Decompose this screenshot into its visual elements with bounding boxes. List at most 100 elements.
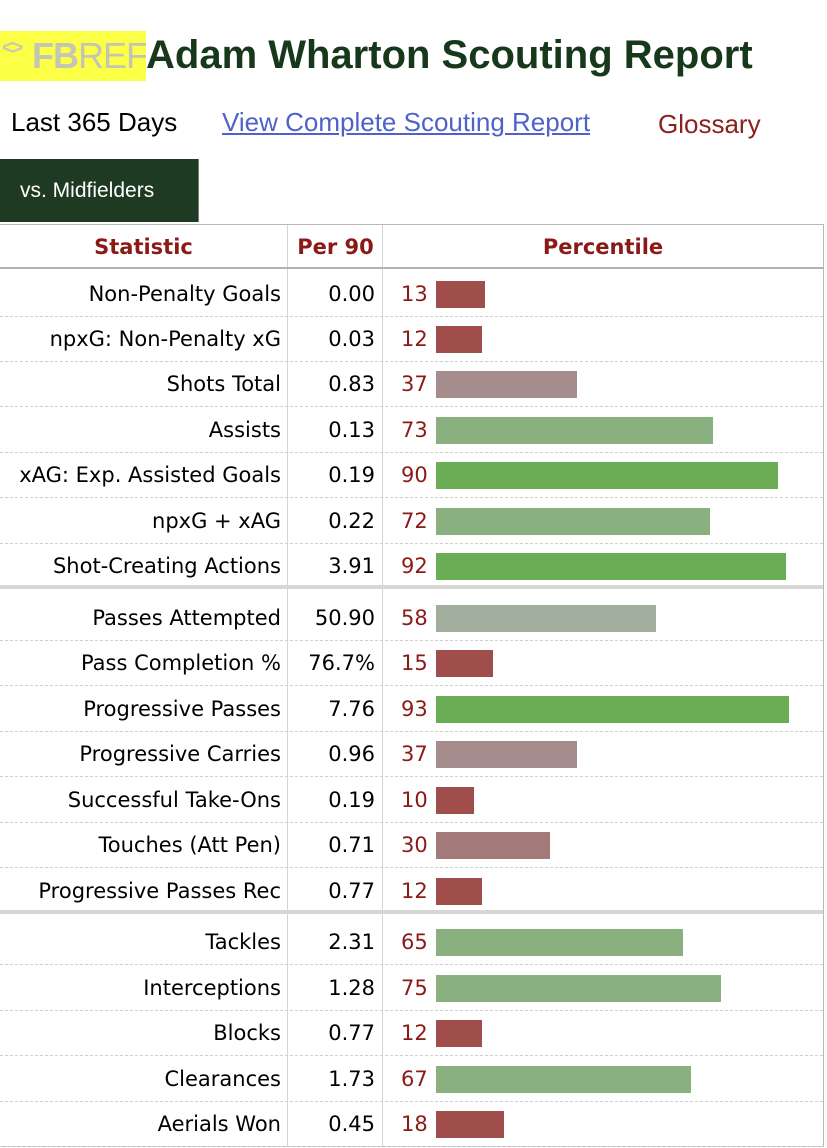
table-row: Progressive Passes 7.76 93 bbox=[0, 687, 823, 732]
percentile-value: 37 bbox=[401, 742, 428, 766]
scouting-table: Statistic Per 90 Percentile Non-Penalty … bbox=[0, 224, 824, 1147]
percentile-value: 75 bbox=[401, 976, 428, 1000]
table-row: xAG: Exp. Assisted Goals 0.19 90 bbox=[0, 453, 823, 498]
period-label: Last 365 Days bbox=[11, 107, 178, 137]
column-header-per90[interactable]: Per 90 bbox=[297, 235, 374, 259]
per90-value: 76.7% bbox=[308, 651, 375, 675]
statistic-name[interactable]: Progressive Passes bbox=[83, 697, 281, 721]
statistic-name[interactable]: Tackles bbox=[205, 930, 281, 954]
percentile-value: 12 bbox=[401, 879, 428, 903]
percentile-bar bbox=[436, 878, 482, 905]
logo-ref-text: REF bbox=[78, 35, 146, 76]
per90-value: 0.13 bbox=[328, 418, 375, 442]
statistic-name[interactable]: Non-Penalty Goals bbox=[88, 282, 281, 306]
table-row: Non-Penalty Goals 0.00 13 bbox=[0, 272, 823, 317]
percentile-bar bbox=[436, 417, 713, 444]
tab-vs-midfielders[interactable]: vs. Midfielders bbox=[0, 159, 199, 222]
statistic-name[interactable]: Progressive Carries bbox=[79, 742, 281, 766]
percentile-value: 13 bbox=[401, 282, 428, 306]
percentile-bar bbox=[436, 787, 474, 814]
statistic-name[interactable]: Passes Attempted bbox=[92, 606, 281, 630]
per90-value: 0.83 bbox=[328, 372, 375, 396]
per90-value: 0.00 bbox=[328, 282, 375, 306]
table-row: Tackles 2.31 65 bbox=[0, 920, 823, 965]
per90-value: 0.96 bbox=[328, 742, 375, 766]
view-complete-report-link[interactable]: View Complete Scouting Report bbox=[222, 107, 591, 137]
percentile-bar bbox=[436, 326, 482, 353]
table-row: Touches (Att Pen) 0.71 30 bbox=[0, 823, 823, 868]
per90-value: 0.77 bbox=[328, 1021, 375, 1045]
statistic-name[interactable]: Clearances bbox=[164, 1067, 281, 1091]
percentile-value: 37 bbox=[401, 372, 428, 396]
statistic-name[interactable]: Touches (Att Pen) bbox=[98, 833, 281, 857]
logo-fb-text: FB bbox=[32, 35, 79, 76]
percentile-value: 73 bbox=[401, 418, 428, 442]
statistic-name[interactable]: Aerials Won bbox=[157, 1112, 281, 1136]
statistic-name[interactable]: Successful Take-Ons bbox=[67, 788, 281, 812]
statistic-name[interactable]: Shots Total bbox=[166, 372, 281, 396]
per90-value: 0.03 bbox=[328, 327, 375, 351]
table-row: Passes Attempted 50.90 58 bbox=[0, 596, 823, 641]
statistic-name[interactable]: npxG + xAG bbox=[152, 509, 281, 533]
percentile-value: 58 bbox=[401, 606, 428, 630]
per90-value: 7.76 bbox=[328, 697, 375, 721]
per90-value: 3.91 bbox=[328, 554, 375, 578]
per90-value: 50.90 bbox=[314, 606, 375, 630]
percentile-bar bbox=[436, 553, 786, 580]
percentile-bar bbox=[436, 605, 656, 632]
percentile-bar bbox=[436, 929, 683, 956]
percentile-bar bbox=[436, 741, 577, 768]
percentile-bar bbox=[436, 650, 493, 677]
table-row: Progressive Carries 0.96 37 bbox=[0, 732, 823, 777]
per90-value: 1.28 bbox=[328, 976, 375, 1000]
statistic-name[interactable]: Blocks bbox=[213, 1021, 281, 1045]
table-row: Aerials Won 0.45 18 bbox=[0, 1102, 823, 1147]
percentile-value: 90 bbox=[401, 463, 428, 487]
table-row: Interceptions 1.28 75 bbox=[0, 966, 823, 1011]
per90-value: 0.77 bbox=[328, 879, 375, 903]
table-row: Assists 0.13 73 bbox=[0, 408, 823, 453]
percentile-value: 93 bbox=[401, 697, 428, 721]
percentile-bar bbox=[436, 1066, 691, 1093]
table-row: Successful Take-Ons 0.19 10 bbox=[0, 778, 823, 823]
percentile-value: 18 bbox=[401, 1112, 428, 1136]
percentile-bar bbox=[436, 975, 721, 1002]
percentile-bar bbox=[436, 1111, 504, 1138]
per90-value: 0.71 bbox=[328, 833, 375, 857]
per90-value: 0.45 bbox=[328, 1112, 375, 1136]
fbref-logo[interactable]: <> FBREF bbox=[0, 31, 146, 81]
statistic-name[interactable]: Pass Completion % bbox=[80, 651, 281, 675]
statistic-name[interactable]: npxG: Non-Penalty xG bbox=[49, 327, 281, 351]
statistic-name[interactable]: Progressive Passes Rec bbox=[38, 879, 281, 903]
percentile-bar bbox=[436, 696, 789, 723]
table-row: Shots Total 0.83 37 bbox=[0, 362, 823, 407]
column-header-statistic[interactable]: Statistic bbox=[94, 235, 193, 259]
percentile-bar bbox=[436, 371, 577, 398]
per90-value: 0.22 bbox=[328, 509, 375, 533]
table-row: Blocks 0.77 12 bbox=[0, 1011, 823, 1056]
glossary-link[interactable]: Glossary bbox=[658, 109, 761, 139]
statistic-name[interactable]: Interceptions bbox=[143, 976, 281, 1000]
percentile-value: 10 bbox=[401, 788, 428, 812]
per90-value: 2.31 bbox=[328, 930, 375, 954]
percentile-value: 12 bbox=[401, 327, 428, 351]
table-row: Pass Completion % 76.7% 15 bbox=[0, 641, 823, 686]
statistic-name[interactable]: Shot-Creating Actions bbox=[52, 554, 281, 578]
table-row: Progressive Passes Rec 0.77 12 bbox=[0, 869, 823, 914]
percentile-value: 72 bbox=[401, 509, 428, 533]
percentile-value: 30 bbox=[401, 833, 428, 857]
fbref-logo-mark-icon: <> bbox=[2, 37, 23, 59]
percentile-value: 65 bbox=[401, 930, 428, 954]
per90-value: 0.19 bbox=[328, 463, 375, 487]
percentile-bar bbox=[436, 508, 710, 535]
percentile-bar bbox=[436, 462, 778, 489]
page-title: Adam Wharton Scouting Report bbox=[146, 33, 753, 77]
percentile-value: 92 bbox=[401, 554, 428, 578]
per90-value: 0.19 bbox=[328, 788, 375, 812]
percentile-value: 12 bbox=[401, 1021, 428, 1045]
statistic-name[interactable]: Assists bbox=[208, 418, 281, 442]
statistic-name[interactable]: xAG: Exp. Assisted Goals bbox=[19, 463, 281, 487]
table-header: Statistic Per 90 Percentile bbox=[0, 225, 823, 269]
percentile-value: 15 bbox=[401, 651, 428, 675]
column-header-percentile[interactable]: Percentile bbox=[542, 235, 664, 259]
